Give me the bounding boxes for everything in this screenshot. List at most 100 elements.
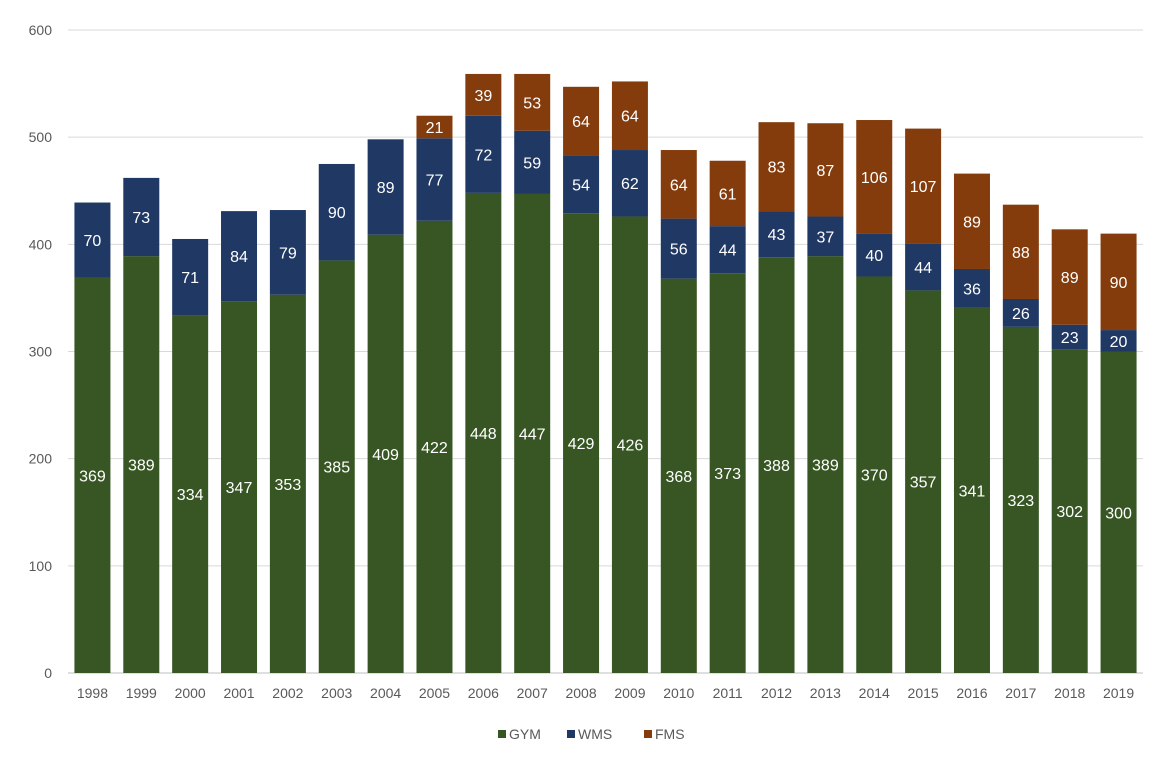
y-tick-label: 200 [29,451,53,467]
legend-label: GYM [509,726,541,742]
data-label: 368 [665,469,692,486]
bar-segment-gym [856,276,893,673]
data-label: 83 [768,160,786,177]
bar-segment-fms [856,120,893,234]
data-label: 23 [1061,330,1079,347]
data-label: 422 [421,440,448,457]
bar-segment-gym [123,256,160,673]
data-label: 64 [572,114,590,131]
data-label: 39 [474,88,492,105]
x-tick-label: 2003 [321,685,352,701]
y-tick-label: 600 [29,22,53,38]
bar-segment-fms [1100,233,1137,331]
data-label: 44 [719,243,737,260]
data-label: 56 [670,242,688,259]
data-label: 389 [128,458,155,475]
data-label: 373 [714,466,741,483]
legend-label: FMS [655,726,685,742]
x-tick-label: 2001 [223,685,254,701]
data-label: 62 [621,176,639,193]
y-tick-label: 500 [29,129,53,145]
bar-segment-wms [758,211,795,258]
data-label: 302 [1056,504,1083,521]
legend-label: WMS [578,726,612,742]
bar-segment-wms [905,243,942,291]
x-tick-label: 2012 [761,685,792,701]
data-label: 426 [617,438,644,455]
bar-segment-gym [74,277,111,673]
data-label: 40 [865,248,883,265]
x-tick-label: 2000 [175,685,206,701]
bar-segment-fms [905,128,942,244]
x-tick-label: 2019 [1103,685,1134,701]
bar-segment-fms [611,81,648,151]
data-label: 341 [959,483,986,500]
x-tick-label: 2006 [468,685,499,701]
bar-segment-wms [172,238,209,316]
data-label: 87 [816,163,834,180]
legend-swatch [567,730,575,738]
legend-item-fms: FMS [644,726,685,742]
bar-segment-fms [1051,229,1088,325]
data-label: 44 [914,260,932,277]
data-label: 84 [230,249,248,266]
data-label: 37 [816,229,834,246]
bar-segment-wms [1051,324,1088,350]
bar-segment-wms [807,216,844,257]
data-label: 21 [426,120,444,137]
legend-item-gym: GYM [498,726,541,742]
bar-segment-wms [856,233,893,277]
bar-segment-wms [465,115,502,193]
bar-segment-gym [1002,326,1039,673]
bars: 369 70 389 73 334 71 347 84 353 79 385 90 409 89 422 77… [74,73,1137,674]
data-label: 73 [132,210,150,227]
data-label: 389 [812,458,839,475]
y-tick-label: 0 [44,665,52,681]
data-label: 43 [768,227,786,244]
data-label: 64 [621,109,639,126]
bar-segment-gym [758,257,795,673]
y-tick-label: 100 [29,558,53,574]
data-label: 64 [670,177,688,194]
x-tick-label: 2018 [1054,685,1085,701]
legend-item-wms: WMS [567,726,612,742]
bar-segment-wms [367,139,404,235]
bar-segment-wms [611,150,648,217]
bar-segment-fms [1002,204,1039,299]
bar-segment-wms [709,226,746,274]
bar-segment-gym [660,278,697,673]
bar-segment-wms [514,130,551,194]
bar-segment-fms [416,115,453,139]
legend: GYM WMS FMS [498,726,685,742]
data-label: 70 [84,233,102,250]
data-label: 429 [568,436,595,453]
x-tick-label: 2015 [908,685,939,701]
x-tick-label: 1999 [126,685,157,701]
y-axis-ticks: 0 100 200 300 400 500 600 [29,22,53,681]
data-label: 300 [1105,505,1132,522]
bar-segment-wms [1002,298,1039,327]
data-label: 20 [1110,334,1128,351]
data-label: 353 [275,477,302,494]
bar-segment-fms [465,73,502,116]
x-tick-label: 2004 [370,685,401,701]
bar-segment-wms [416,138,453,221]
bar-segment-fms [953,173,990,269]
data-label: 370 [861,468,888,485]
x-tick-label: 2010 [663,685,694,701]
data-label: 89 [377,180,395,197]
bar-segment-wms [74,202,111,278]
bar-segment-gym [318,260,355,673]
x-tick-label: 2007 [517,685,548,701]
y-tick-label: 400 [29,236,53,252]
data-label: 107 [910,179,937,196]
data-label: 53 [523,95,541,112]
bar-segment-gym [807,256,844,673]
bar-segment-gym [269,294,306,673]
bar-segment-gym [709,273,746,673]
bar-segment-gym [514,193,551,673]
bar-segment-wms [221,211,258,302]
bar-segment-wms [563,155,600,214]
